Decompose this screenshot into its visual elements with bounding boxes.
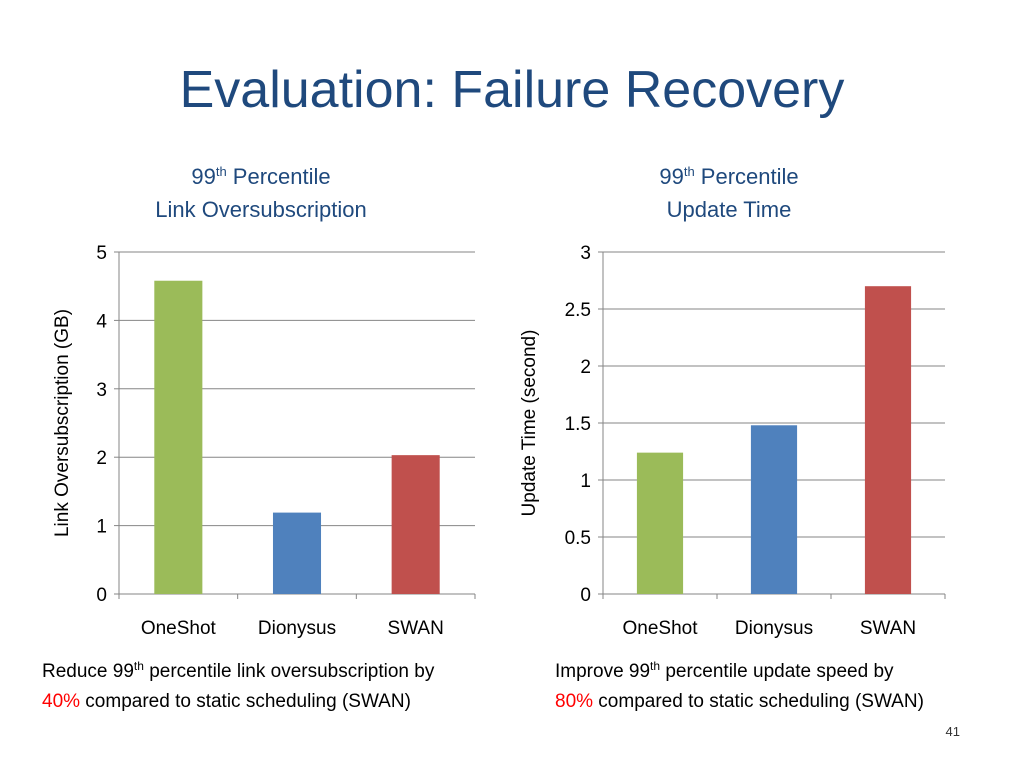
- y-tick-label: 3: [580, 243, 591, 264]
- y-axis-label: Link Oversubscription (GB): [52, 309, 73, 537]
- chart-title-line1: 99th Percentile: [659, 164, 799, 189]
- y-tick-label: 2: [96, 448, 107, 469]
- y-tick-label: 1: [96, 517, 107, 538]
- y-axis-label: Update Time (second): [519, 330, 540, 517]
- caption-line2: 40% compared to static scheduling (SWAN): [42, 691, 411, 712]
- y-tick-label: 1: [580, 471, 591, 492]
- y-tick-label: 0: [96, 585, 107, 606]
- chart-title-line2: Link Oversubscription: [155, 197, 367, 222]
- slide-number: 41: [945, 724, 960, 739]
- y-tick-label: 0: [580, 585, 591, 606]
- y-tick-label: 2.5: [565, 300, 591, 321]
- caption-line1: Improve 99th percentile update speed by: [555, 659, 894, 682]
- category-label: OneShot: [141, 618, 217, 639]
- slide-title: Evaluation: Failure Recovery: [179, 61, 845, 119]
- category-label: OneShot: [623, 618, 699, 639]
- bar-dionysus: [272, 512, 322, 594]
- y-tick-label: 2: [580, 357, 591, 378]
- bar-oneshot: [154, 280, 203, 594]
- category-label: SWAN: [860, 618, 916, 639]
- y-tick-label: 5: [96, 243, 107, 264]
- caption-line1: Reduce 99th percentile link oversubscrip…: [42, 659, 435, 682]
- bar-dionysus: [750, 425, 798, 594]
- chart-title-line2: Update Time: [666, 197, 792, 222]
- category-label: SWAN: [388, 618, 444, 639]
- highlight-value: 40%: [42, 691, 81, 712]
- caption-line2: 80% compared to static scheduling (SWAN): [555, 691, 924, 712]
- category-label: Dionysus: [735, 618, 813, 639]
- bar-swan: [391, 455, 440, 594]
- highlight-value: 80%: [555, 691, 594, 712]
- chart-title-line1: 99th Percentile: [191, 164, 331, 189]
- y-tick-label: 3: [96, 380, 107, 401]
- category-label: Dionysus: [258, 618, 336, 639]
- bar-oneshot: [636, 452, 684, 594]
- y-tick-label: 0.5: [565, 528, 591, 549]
- caption-update-time: Improve 99th percentile update speed by …: [555, 657, 924, 717]
- y-tick-label: 1.5: [565, 414, 591, 435]
- chart-title-oversubscription: 99th Percentile Link Oversubscription: [81, 160, 441, 226]
- bar-swan: [864, 286, 912, 594]
- chart-title-update-time: 99th Percentile Update Time: [549, 160, 909, 226]
- caption-oversubscription: Reduce 99th percentile link oversubscrip…: [42, 657, 434, 717]
- y-tick-label: 4: [96, 311, 107, 332]
